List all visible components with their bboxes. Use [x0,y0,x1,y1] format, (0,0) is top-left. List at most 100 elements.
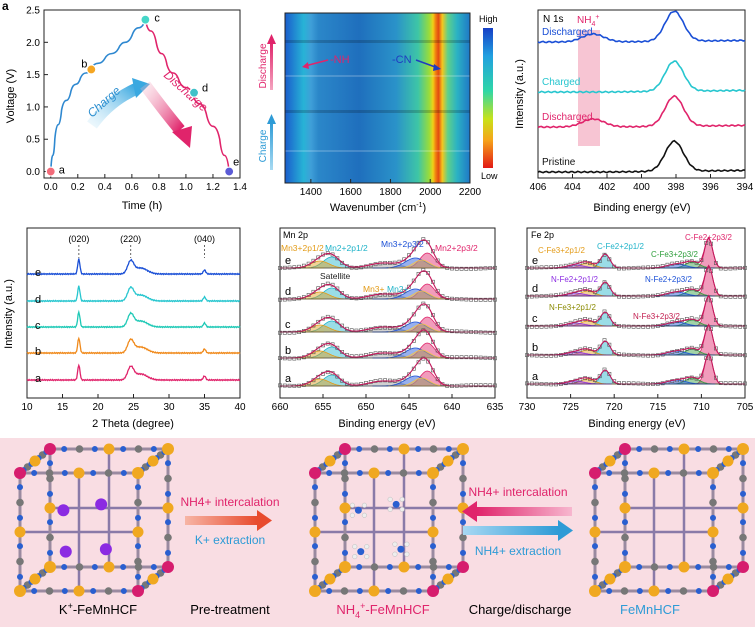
c-atom [340,587,349,595]
cn-label: -CN [392,54,412,66]
xps-datapoint [544,324,549,329]
n-atom [120,564,127,570]
heatmap [285,13,470,183]
fe-atom [162,443,174,455]
xps-datapoint [621,381,626,386]
xps-datapoint [402,376,407,381]
label-n-fe2-2p12: N-Fe2+2p1/2 [551,275,598,284]
xps-datapoint [411,366,416,371]
n-atom [460,460,466,467]
discharge-label: Discharge [258,43,269,88]
point-d [188,87,200,98]
mn-atom [442,573,454,585]
c-atom [46,474,54,483]
xps-datapoint [292,356,297,361]
xps-datapoint [592,262,597,267]
xps-datapoint [699,344,704,348]
n-atom [356,446,363,452]
n-atom [165,519,171,526]
xps-datapoint [626,294,631,299]
k-ion [57,504,70,517]
point-a [45,166,56,177]
n-atom [606,588,613,594]
c-atom [75,563,84,571]
k-ion [95,498,108,511]
xps-datapoint [723,266,728,271]
n-atom [665,470,672,476]
c-atom [709,498,717,507]
xps-datapoint [723,381,728,386]
x-tick-label: 1.0 [179,182,193,193]
x-tick-label: 645 [401,402,418,413]
xps-datapoint [459,266,464,271]
mn-atom [147,573,159,585]
nh4-femnhcf-label: NH4+-FeMnHCF [336,601,429,620]
fe-atom [44,561,56,573]
c-atom [104,469,113,477]
xrd-series-label: b [35,346,41,358]
n-atom [386,564,393,570]
charge-discharge-label: Charge/discharge [469,602,572,617]
n1s-title: N 1s [543,14,564,25]
n-atom [165,549,171,556]
xps-datapoint [335,256,340,261]
nh-label: -NH [330,54,350,66]
y-tick-label: 1.5 [26,70,40,81]
n-atom [460,490,466,497]
n1s-series-label: Charged [542,77,580,88]
xps-datapoint [597,315,602,320]
n-atom [710,484,716,491]
xps-datapoint [626,324,631,329]
n-atom [91,446,98,452]
mn-atom [73,585,85,597]
x-tick-label: 35 [199,402,211,413]
panel-b-ftir-heatmap: 1400 1600 1800 2000 2200 High Low -NH -CN Di… [258,12,498,214]
xps-datapoint [723,352,728,357]
xps-datapoint [612,350,617,355]
n-atom [312,514,318,521]
xps-datapoint [454,266,459,271]
xps-datapoint [335,345,340,350]
xps-datapoint [435,258,440,263]
xps-datapoint [392,325,397,330]
cube-nh4-femnhcf [309,443,469,597]
xps-datapoint [655,264,660,269]
n-atom [312,484,318,491]
label-mn3: Mn3+ [363,284,385,294]
xps-datapoint [378,292,383,297]
xps-datapoint [407,318,411,323]
n-atom [710,514,716,521]
n-atom [312,573,318,580]
xps-datapoint [597,374,602,379]
x-tick-label: 730 [519,402,536,413]
n-atom [17,484,23,491]
xps-datapoint [421,268,426,272]
xps-datapoint [549,353,554,358]
n-atom [636,588,643,594]
xps-datapoint [631,324,636,329]
xps-datapoint [359,265,364,270]
n-atom [622,549,628,556]
mn-atom [44,502,56,514]
y-tick-label: 0.0 [26,167,40,178]
x-tick-label: 396 [702,182,719,193]
n-atom [695,446,702,452]
xps-series-label: c [532,313,538,325]
xps-datapoint [617,294,621,299]
n-atom [135,484,141,491]
nh4-ion [392,500,400,508]
xps-datapoint [435,288,440,293]
xrd-series-label: e [35,267,41,279]
panel-c-xlabel: Binding energy (eV) [593,202,690,214]
label-mn3-2p32: Mn3+2p3/2 [381,239,424,249]
fe-atom [132,585,144,597]
xrd-series-d [26,285,241,303]
x-tick-label: 2200 [459,187,482,198]
h-atom [387,506,393,512]
mn-atom [707,526,719,538]
mn2p-title: Mn 2p [283,230,308,240]
xps-datapoint [316,319,321,324]
c-atom [429,498,437,507]
n-atom [430,484,436,491]
k-ion [99,543,112,556]
